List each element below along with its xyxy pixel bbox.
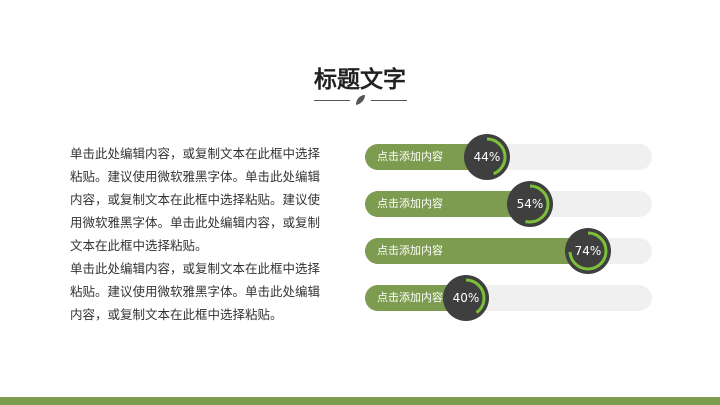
progress-bar-row: 点击添加内容 40% <box>365 275 652 321</box>
progress-bar-row: 点击添加内容 44% <box>365 134 652 180</box>
percent-badge: 54% <box>507 181 553 227</box>
body-paragraph-2: 单击此处编辑内容，或复制文本在此框中选择粘贴。建议使用微软雅黑字体。单击此处编辑… <box>70 261 321 322</box>
slide-title: 标题文字 <box>314 67 406 93</box>
progress-label: 点击添加内容 <box>377 150 443 163</box>
percent-badge: 74% <box>565 228 611 274</box>
progress-label: 点击添加内容 <box>377 291 443 304</box>
percent-badge: 44% <box>464 134 510 180</box>
progress-fill <box>365 191 530 217</box>
progress-bar-row: 点击添加内容 54% <box>365 181 652 227</box>
leaf-icon <box>356 95 365 105</box>
percent-text: 54% <box>516 197 544 211</box>
progress-bar-row: 点击添加内容 74% <box>365 228 652 274</box>
progress-fill <box>365 238 588 264</box>
body-paragraph-1: 单击此处编辑内容，或复制文本在此框中选择粘贴。建议使用微软雅黑字体。单击此处编辑… <box>70 146 321 253</box>
bottom-accent-bar <box>0 397 720 405</box>
percent-text: 40% <box>452 291 480 305</box>
percent-ring <box>565 228 611 274</box>
percent-text: 74% <box>574 244 602 258</box>
percent-badge: 40% <box>443 275 489 321</box>
progress-label: 点击添加内容 <box>377 197 443 210</box>
progress-label: 点击添加内容 <box>377 244 443 257</box>
percent-text: 44% <box>473 150 501 164</box>
percent-ring <box>507 181 553 227</box>
percent-ring <box>464 134 510 180</box>
title-divider-right <box>371 100 407 101</box>
title-divider-left <box>314 100 350 101</box>
percent-ring <box>443 275 489 321</box>
